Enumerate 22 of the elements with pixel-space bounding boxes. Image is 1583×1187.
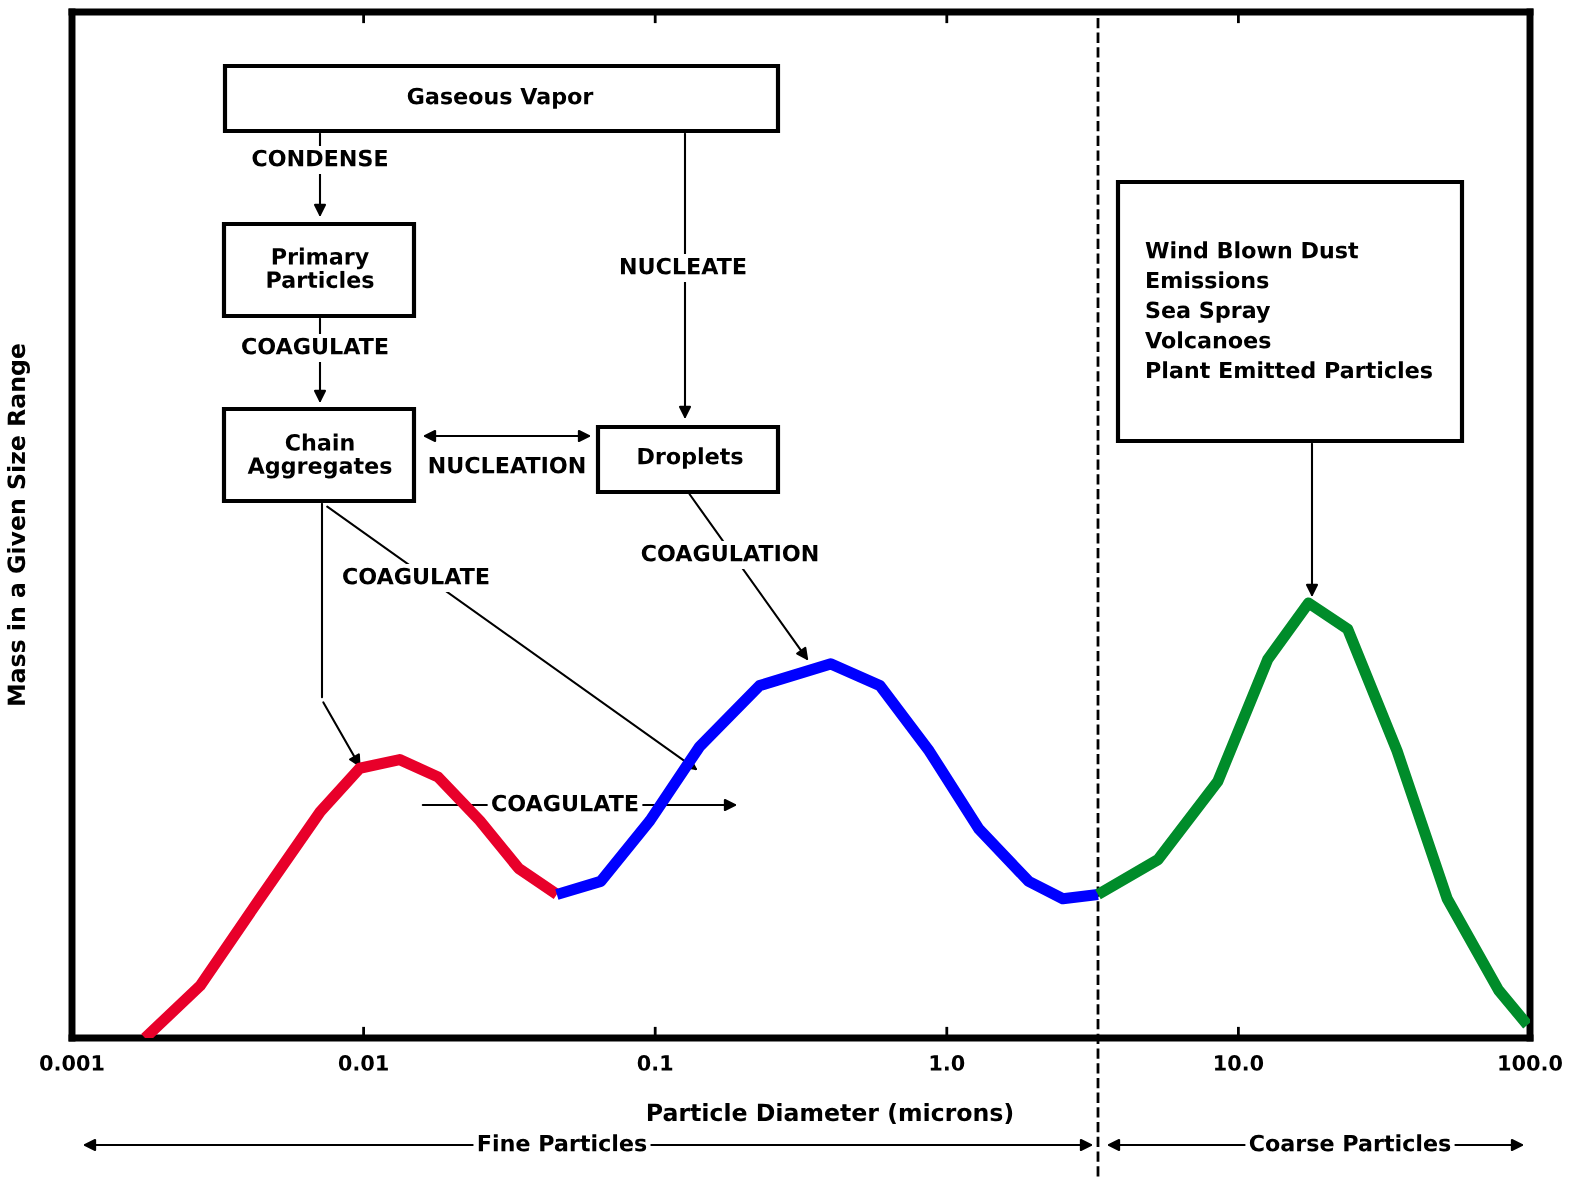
text: Primary Particles <box>267 247 374 289</box>
y-axis-title: Mass in a Given Size Range <box>6 344 30 705</box>
text: COAGULATE <box>343 567 489 585</box>
text: COAGULATION <box>641 544 818 562</box>
text: Wind Blown Dust Emissions Sea Spray Volcanoes Plant Emitted Particles <box>1145 241 1432 379</box>
text: COAGULATE <box>242 337 388 355</box>
text: Droplets <box>638 447 743 469</box>
x-tick-label: 1.0 <box>930 1055 965 1071</box>
text: CONDENSE <box>252 149 387 167</box>
x-axis-title: Particle Diameter (microns) <box>647 1103 1013 1125</box>
text: Fine Particles <box>478 1134 647 1152</box>
x-tick-label: 0.1 <box>637 1055 673 1071</box>
text: Chain Aggregates <box>247 433 392 479</box>
x-tick-label: 0.001 <box>40 1055 104 1071</box>
x-tick-label: 10.0 <box>1215 1055 1264 1071</box>
annotation: COAGULATE <box>492 794 638 812</box>
x-tick-label: 100.0 <box>1499 1055 1562 1071</box>
x-tick-label: 0.01 <box>338 1055 388 1071</box>
text: NUCLEATION <box>429 456 585 474</box>
text: Gaseous Vapor <box>407 87 594 109</box>
text: Coarse Particles <box>1249 1134 1451 1152</box>
text: NUCLEATE <box>620 257 746 275</box>
